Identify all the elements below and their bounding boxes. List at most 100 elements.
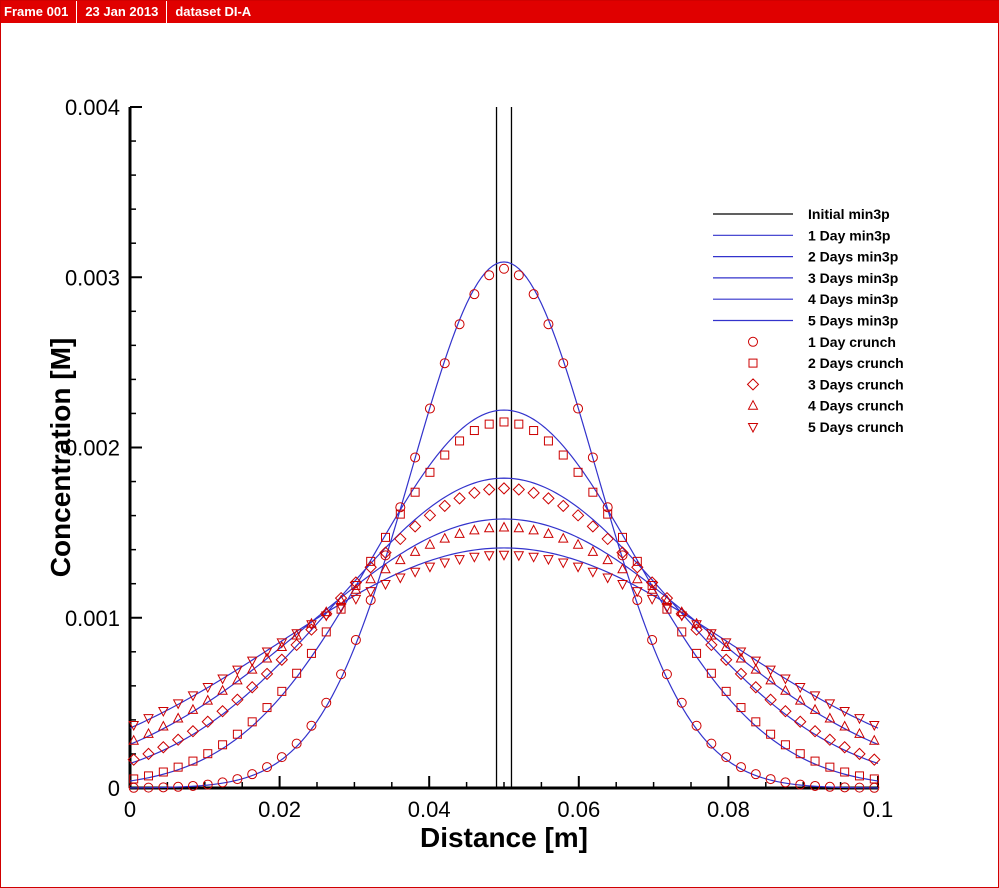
data-point bbox=[824, 712, 836, 723]
data-point bbox=[661, 669, 672, 680]
data-point bbox=[366, 556, 376, 566]
data-point bbox=[840, 767, 850, 777]
data-point bbox=[247, 769, 258, 780]
data-point bbox=[514, 419, 524, 429]
data-point bbox=[676, 606, 688, 617]
data-point bbox=[320, 606, 332, 617]
data-point bbox=[157, 720, 169, 731]
data-point bbox=[409, 567, 421, 578]
data-point bbox=[765, 674, 776, 685]
data-point bbox=[277, 686, 287, 696]
data-point bbox=[260, 667, 274, 681]
data-point bbox=[527, 486, 540, 500]
data-point bbox=[691, 620, 702, 631]
data-point bbox=[129, 774, 139, 784]
data-point bbox=[497, 482, 511, 495]
legend-label: 3 Days crunch bbox=[808, 376, 904, 392]
data-point bbox=[365, 587, 377, 598]
data-point bbox=[557, 558, 569, 569]
data-point bbox=[588, 487, 598, 497]
data-point bbox=[351, 580, 361, 590]
legend-label: 1 Day min3p bbox=[808, 227, 890, 243]
data-point bbox=[128, 720, 140, 732]
legend-label: 5 Days crunch bbox=[808, 419, 904, 435]
data-point bbox=[262, 703, 272, 713]
data-point bbox=[780, 777, 791, 788]
data-point bbox=[381, 532, 391, 542]
dataset-label: dataset DI-A bbox=[175, 4, 252, 19]
data-point bbox=[647, 634, 658, 645]
data-point bbox=[232, 774, 243, 785]
data-point bbox=[173, 781, 184, 792]
data-point bbox=[543, 555, 554, 566]
y-axis-title: Concentration [M] bbox=[45, 338, 76, 578]
data-point bbox=[543, 436, 553, 446]
data-point bbox=[706, 668, 716, 678]
x-tick-label: 0 bbox=[124, 797, 136, 822]
data-point bbox=[854, 714, 865, 725]
data-point bbox=[350, 583, 362, 594]
data-point bbox=[172, 712, 184, 723]
data-point bbox=[290, 638, 303, 652]
data-point bbox=[854, 782, 865, 793]
data-point bbox=[853, 747, 866, 761]
data-point bbox=[676, 611, 688, 622]
data-point bbox=[631, 587, 643, 598]
data-point bbox=[158, 782, 169, 793]
data-point bbox=[276, 638, 288, 649]
data-point bbox=[854, 727, 865, 738]
data-point bbox=[646, 594, 658, 605]
data-point bbox=[380, 563, 391, 574]
x-tick-label: 0.06 bbox=[557, 797, 600, 822]
data-point bbox=[499, 417, 509, 427]
data-point bbox=[395, 502, 406, 513]
data-point bbox=[735, 647, 747, 658]
data-point bbox=[587, 545, 599, 556]
data-point bbox=[794, 694, 806, 705]
legend-label: 5 Days min3p bbox=[808, 313, 898, 329]
data-point bbox=[528, 552, 539, 563]
legend-swatch-marker bbox=[747, 399, 759, 410]
data-point bbox=[646, 583, 658, 594]
frame-label: Frame 001 bbox=[1, 1, 78, 23]
legend-label: 3 Days min3p bbox=[808, 270, 898, 286]
data-point bbox=[127, 753, 140, 766]
data-point bbox=[335, 594, 347, 605]
data-point bbox=[217, 777, 228, 788]
data-point bbox=[543, 527, 554, 538]
data-point bbox=[513, 522, 525, 533]
data-point bbox=[379, 546, 392, 559]
legend-label-initial: Initial min3p bbox=[808, 206, 890, 222]
data-point bbox=[766, 729, 776, 739]
data-point bbox=[453, 492, 466, 505]
data-point bbox=[602, 554, 614, 565]
data-point bbox=[692, 648, 702, 658]
data-point bbox=[706, 629, 717, 640]
legend-label: 1 Day crunch bbox=[808, 334, 896, 350]
model-line-4 bbox=[129, 518, 879, 746]
data-point bbox=[721, 686, 731, 696]
data-point bbox=[750, 663, 762, 674]
data-point bbox=[439, 558, 451, 569]
data-point bbox=[291, 738, 302, 749]
data-point bbox=[424, 538, 436, 549]
legend-swatch-marker bbox=[746, 378, 760, 391]
data-point bbox=[810, 756, 820, 766]
legend-swatch-marker bbox=[747, 423, 759, 434]
data-point bbox=[616, 546, 629, 559]
data-point bbox=[217, 674, 228, 685]
data-point bbox=[571, 509, 585, 522]
data-point bbox=[557, 532, 569, 543]
data-point bbox=[469, 289, 480, 300]
legend-swatch-marker bbox=[748, 358, 758, 368]
data-point bbox=[469, 524, 480, 535]
data-point bbox=[455, 436, 465, 446]
data-point bbox=[838, 741, 851, 754]
data-point bbox=[602, 502, 613, 513]
data-point bbox=[823, 733, 837, 746]
data-point bbox=[765, 665, 776, 676]
data-point bbox=[794, 715, 807, 728]
data-point bbox=[275, 653, 289, 666]
data-point bbox=[557, 499, 570, 513]
